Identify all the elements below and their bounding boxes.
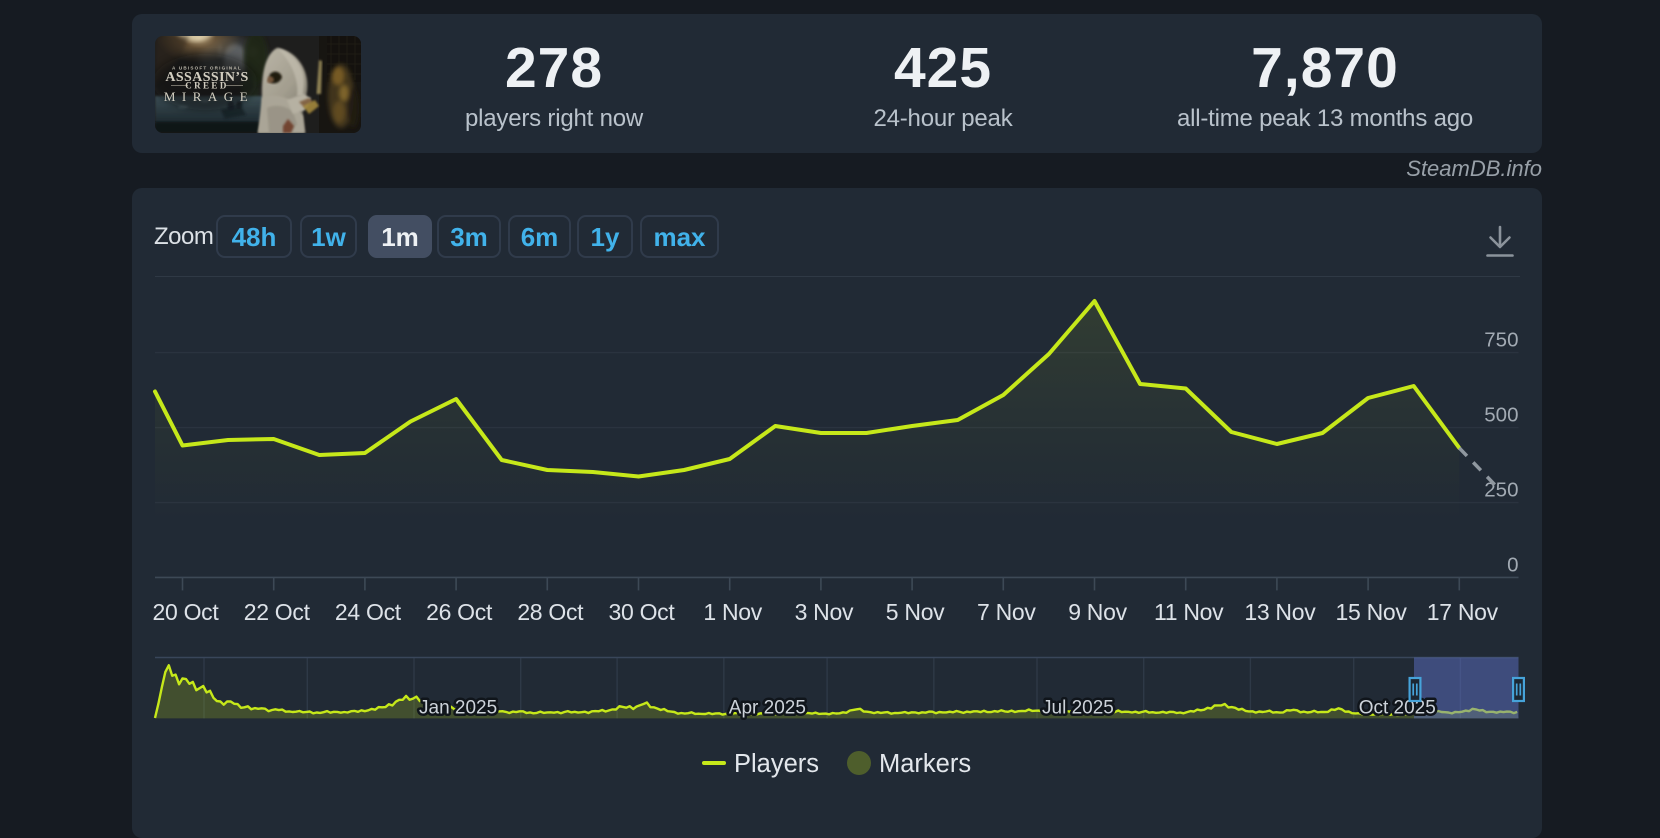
svg-text:250: 250	[1484, 479, 1518, 502]
svg-text:Jul 2025: Jul 2025	[1042, 698, 1114, 719]
svg-text:7 Nov: 7 Nov	[977, 599, 1036, 625]
svg-text:26 Oct: 26 Oct	[426, 599, 493, 625]
svg-text:3 Nov: 3 Nov	[795, 599, 854, 625]
svg-text:11 Nov: 11 Nov	[1154, 599, 1224, 625]
svg-text:ASSASSIN’S: ASSASSIN’S	[165, 70, 248, 85]
svg-text:A UBISOFT ORIGINAL: A UBISOFT ORIGINAL	[172, 66, 242, 71]
svg-text:CREED: CREED	[185, 81, 229, 91]
svg-text:500: 500	[1484, 404, 1518, 427]
svg-text:5 Nov: 5 Nov	[886, 599, 945, 625]
svg-text:Jan 2025: Jan 2025	[419, 698, 497, 719]
svg-text:15 Nov: 15 Nov	[1336, 599, 1408, 625]
svg-text:22 Oct: 22 Oct	[244, 599, 311, 625]
svg-text:13 Nov: 13 Nov	[1244, 599, 1316, 625]
svg-text:Apr 2025: Apr 2025	[729, 698, 806, 719]
svg-text:750: 750	[1484, 329, 1518, 352]
svg-text:17 Nov: 17 Nov	[1427, 599, 1499, 625]
svg-text:24 Oct: 24 Oct	[335, 599, 402, 625]
svg-text:9 Nov: 9 Nov	[1068, 599, 1127, 625]
svg-text:20 Oct: 20 Oct	[153, 599, 220, 625]
svg-text:30 Oct: 30 Oct	[609, 599, 676, 625]
svg-text:28 Oct: 28 Oct	[517, 599, 584, 625]
svg-text:MIRAGE: MIRAGE	[164, 89, 254, 104]
svg-text:1 Nov: 1 Nov	[703, 599, 762, 625]
svg-text:0: 0	[1507, 553, 1518, 576]
svg-text:Oct 2025: Oct 2025	[1359, 698, 1436, 719]
